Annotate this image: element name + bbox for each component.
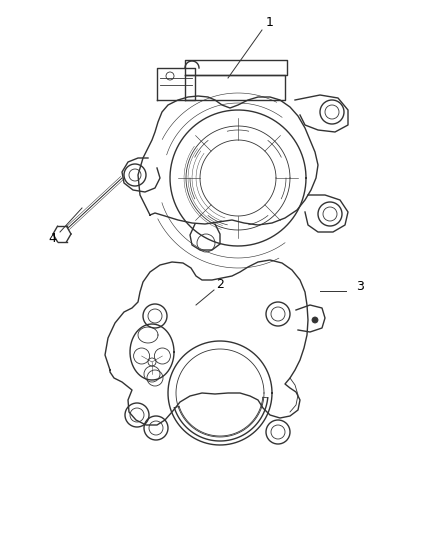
Text: 1: 1 xyxy=(266,15,274,28)
Circle shape xyxy=(312,317,318,323)
Text: 3: 3 xyxy=(356,280,364,294)
Text: 4: 4 xyxy=(48,231,56,245)
Text: 2: 2 xyxy=(216,278,224,290)
